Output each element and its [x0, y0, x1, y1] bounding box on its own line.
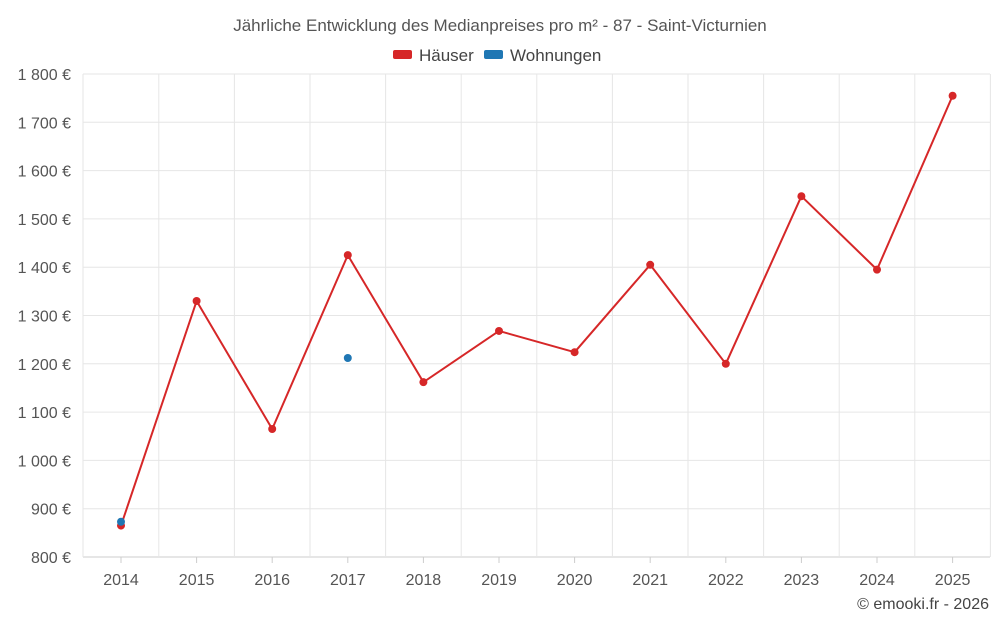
credit-text: © emooki.fr - 2026 [857, 596, 989, 613]
legend-swatch-haeuser [393, 50, 412, 59]
y-tick-label: 1 000 € [18, 453, 71, 470]
series [117, 91, 957, 530]
x-tick-label: 2018 [406, 572, 442, 589]
legend-swatch-wohnungen [484, 50, 503, 59]
chart-title: Jährliche Entwicklung des Medianpreises … [233, 16, 767, 35]
x-tick-label: 2025 [935, 572, 971, 589]
data-point-haeuser-2018[interactable] [419, 378, 428, 387]
data-point-haeuser-2016[interactable] [268, 425, 277, 434]
x-tick-label: 2021 [632, 572, 668, 589]
y-tick-label: 1 600 € [18, 164, 71, 181]
y-tick-label: 1 200 € [18, 357, 71, 374]
y-tick-label: 1 100 € [18, 405, 71, 422]
x-tick-label: 2024 [859, 572, 895, 589]
y-tick-label: 900 € [31, 502, 71, 519]
x-tick-label: 2020 [557, 572, 593, 589]
y-tick-label: 1 800 € [18, 67, 71, 84]
legend-item-wohnungen[interactable]: Wohnungen [484, 46, 601, 65]
legend: Häuser Wohnungen [393, 46, 601, 65]
data-point-haeuser-2023[interactable] [797, 192, 806, 201]
legend-label-wohnungen: Wohnungen [510, 46, 601, 65]
y-tick-label: 1 300 € [18, 309, 71, 326]
data-point-wohnungen-2014[interactable] [117, 517, 125, 526]
data-point-haeuser-2022[interactable] [721, 359, 730, 368]
x-tick-label: 2022 [708, 572, 744, 589]
legend-label-haeuser: Häuser [419, 46, 474, 65]
legend-item-haeuser[interactable]: Häuser [393, 46, 474, 65]
data-point-haeuser-2025[interactable] [948, 91, 957, 100]
data-point-haeuser-2017[interactable] [343, 251, 352, 260]
data-point-haeuser-2024[interactable] [873, 265, 881, 274]
y-tick-label: 1 700 € [18, 115, 71, 132]
data-point-haeuser-2015[interactable] [192, 297, 201, 306]
grid [82, 73, 991, 558]
y-tick-label: 1 400 € [18, 260, 71, 277]
series-line-haeuser [120, 95, 954, 526]
y-tick-label: 1 500 € [18, 212, 71, 229]
x-tick-label: 2017 [330, 572, 366, 589]
data-point-haeuser-2019[interactable] [495, 326, 503, 335]
x-tick-label: 2014 [103, 572, 139, 589]
y-tick-label: 800 € [31, 550, 71, 567]
x-tick-label: 2023 [784, 572, 820, 589]
y-axis-ticks: 800 € 900 € 1 000 € 1 100 € 1 200 € 1 300 € 1 … [18, 67, 71, 567]
data-point-haeuser-2021[interactable] [646, 260, 655, 269]
x-tick-label: 2015 [179, 572, 215, 589]
x-tick-label: 2019 [481, 572, 517, 589]
x-tick-label: 2016 [254, 572, 290, 589]
x-axis-ticks: 2014 2015 2016 2017 2018 2019 2020 2021 2022 2023… [103, 557, 970, 589]
data-point-haeuser-2020[interactable] [570, 348, 579, 357]
data-point-wohnungen-2017[interactable] [343, 354, 352, 363]
